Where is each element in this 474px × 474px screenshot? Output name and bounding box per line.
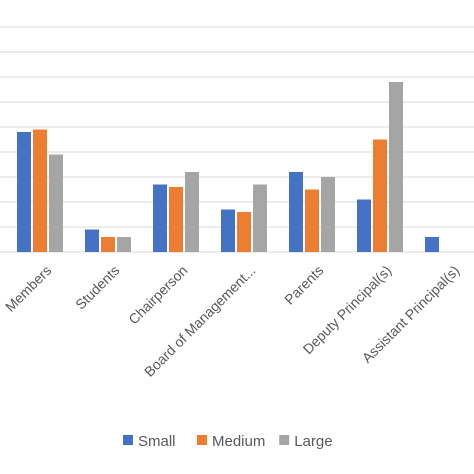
bar-medium bbox=[169, 187, 183, 252]
bar-large bbox=[117, 237, 131, 252]
legend: Small Medium Large bbox=[123, 433, 333, 450]
bars bbox=[17, 82, 439, 252]
legend-label-medium: Medium bbox=[212, 433, 265, 450]
bar-large bbox=[185, 172, 199, 252]
x-tick-label: Parents bbox=[281, 262, 326, 307]
bar-small bbox=[357, 199, 371, 252]
bar-medium bbox=[305, 189, 319, 252]
bar-large bbox=[321, 177, 335, 252]
bar-large bbox=[389, 82, 403, 252]
legend-label-small: Small bbox=[138, 433, 176, 450]
bar-small bbox=[289, 172, 303, 252]
gridlines bbox=[0, 26, 474, 253]
legend-swatch-small bbox=[123, 435, 133, 445]
x-tick-label: Students bbox=[72, 262, 122, 312]
legend-swatch-medium bbox=[197, 435, 207, 445]
x-tick-label: Board of Management... bbox=[141, 262, 259, 380]
bar-small bbox=[17, 132, 31, 252]
bar-medium bbox=[373, 139, 387, 252]
bar-small bbox=[153, 184, 167, 252]
legend-label-large: Large bbox=[294, 433, 332, 450]
legend-swatch-large bbox=[279, 435, 290, 445]
bar-medium bbox=[101, 237, 115, 252]
bar-large bbox=[253, 184, 267, 252]
bar-small bbox=[425, 237, 439, 252]
bar-small bbox=[85, 229, 99, 252]
x-tick-label: Chairperson bbox=[125, 262, 190, 327]
bar-medium bbox=[33, 129, 47, 252]
bar-large bbox=[49, 154, 63, 252]
x-tick-label: Members bbox=[2, 262, 55, 315]
bar-small bbox=[221, 209, 235, 252]
bar-medium bbox=[237, 212, 251, 252]
